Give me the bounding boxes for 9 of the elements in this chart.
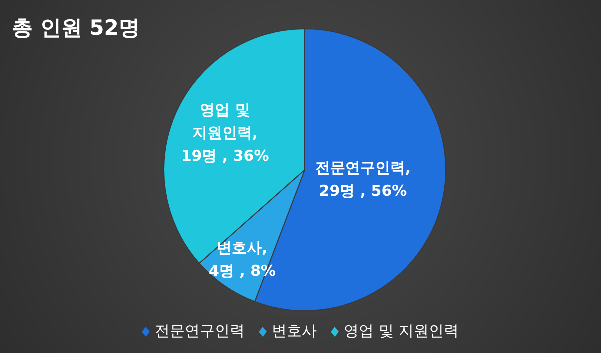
legend-label: 변호사 xyxy=(272,322,318,341)
legend-label: 영업 및 지원인력 xyxy=(344,322,459,341)
text: 29명 , 56% xyxy=(319,182,408,200)
category-label: 영업 및 지원인력, xyxy=(192,101,258,142)
category-label: 변호사, xyxy=(217,239,268,258)
category-label: 전문연구인력, xyxy=(315,159,412,178)
text: 19명 , 36% xyxy=(181,147,270,166)
chart-title: 총 인원 52명 xyxy=(12,15,140,42)
slice-label: 전문연구인력 xyxy=(155,322,246,341)
